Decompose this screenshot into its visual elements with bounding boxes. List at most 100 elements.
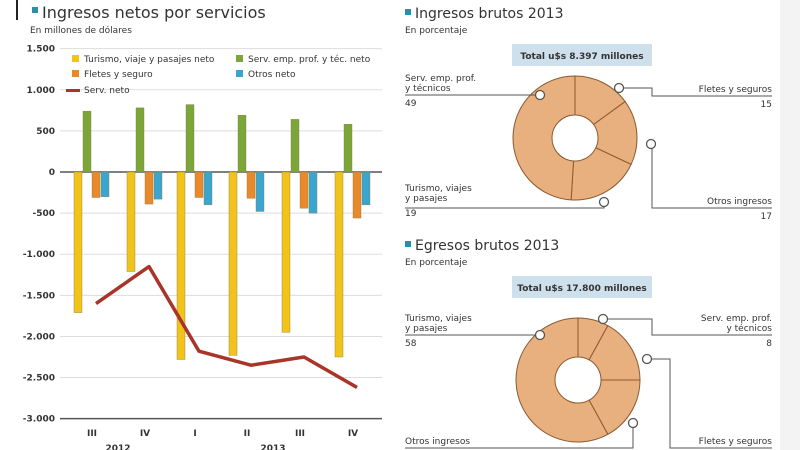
bar-3-4 — [308, 171, 318, 214]
title-bullet-icon — [405, 9, 411, 15]
pie-slice — [515, 317, 609, 443]
total-box — [512, 276, 652, 298]
bar-2-3 — [246, 171, 256, 199]
bar-0-3 — [228, 171, 238, 356]
slice-label: Otros ingresos — [707, 197, 772, 207]
slice-label: y pasajes — [405, 324, 448, 334]
leader-dot — [645, 138, 657, 150]
x-tick-label: IV — [140, 429, 150, 439]
y-tick-label: -1.000 — [23, 250, 55, 260]
slice-label: Fletes y seguros — [699, 85, 773, 95]
y-tick-label: 1.500 — [27, 45, 55, 55]
bar-3-3 — [255, 171, 265, 212]
slice-label: Serv. emp. prof. — [701, 314, 772, 324]
bar-2-0 — [91, 171, 101, 198]
page-edge — [780, 0, 800, 450]
slice-value: 17 — [761, 212, 772, 222]
pie-subtitle: En porcentaje — [405, 258, 468, 268]
bar-1-4 — [290, 119, 300, 173]
leader-dot — [534, 89, 546, 101]
y-tick-label: -500 — [32, 209, 55, 219]
leader-dot — [613, 82, 625, 94]
y-tick-label: 0 — [49, 168, 55, 178]
legend-swatch — [72, 55, 79, 62]
bar-1-2 — [185, 104, 195, 173]
slice-value: 8 — [766, 339, 772, 349]
bar-2-5 — [352, 171, 362, 219]
bar-0-2 — [176, 171, 186, 360]
legend-label: Fletes y seguro — [84, 70, 153, 80]
bar-2-2 — [194, 171, 204, 198]
x-tick-label: IV — [348, 429, 358, 439]
leader-dot — [627, 417, 639, 429]
legend-label: Serv. emp. prof. y téc. neto — [248, 54, 371, 65]
title-bullet-icon — [32, 7, 38, 13]
legend-swatch — [236, 55, 243, 62]
chart-title: Ingresos netos por servicios — [42, 3, 266, 22]
bar-0-0 — [73, 171, 83, 313]
y-tick-label: 1.000 — [27, 86, 55, 96]
slice-label: Turismo, viajes — [404, 184, 472, 194]
bar-0-5 — [334, 171, 344, 358]
bar-1-3 — [237, 115, 247, 173]
slice-label: y técnicos — [405, 83, 451, 94]
bar-0-1 — [126, 171, 136, 272]
slice-value: 19 — [405, 209, 417, 219]
leader-dot — [598, 196, 610, 208]
leader-line — [603, 318, 772, 336]
bar-3-5 — [361, 171, 371, 206]
x-tick-label: III — [295, 429, 305, 439]
line-serv-neto — [94, 264, 358, 389]
slice-label: y técnicos — [726, 323, 772, 334]
bar-2-1 — [144, 171, 154, 205]
total-label: Total u$s 17.800 millones — [517, 284, 646, 294]
chart-subtitle: En millones de dólares — [30, 25, 132, 36]
y-tick-label: -2.000 — [23, 332, 55, 342]
y-tick-label: -1.500 — [23, 291, 55, 301]
bar-1-5 — [343, 124, 353, 173]
y-tick-label: -3.000 — [23, 415, 55, 425]
slice-label: Otros ingresos — [405, 437, 470, 447]
slice-label: Serv. emp. prof. — [405, 74, 476, 84]
legend-label: Turismo, viaje y pasajes neto — [83, 55, 215, 65]
leader-line — [647, 358, 772, 449]
slice-label: Fletes y seguros — [699, 437, 773, 447]
legend-swatch — [236, 70, 243, 77]
x-tick-label: II — [244, 429, 251, 439]
bar-1-0 — [82, 110, 92, 173]
pie-subtitle: En porcentaje — [405, 26, 468, 36]
y-tick-label: -2.500 — [23, 374, 55, 384]
leader-line — [405, 423, 634, 449]
legend-swatch — [72, 70, 79, 77]
y-tick-label: 500 — [36, 127, 55, 137]
leader-dot — [534, 329, 546, 341]
bar-3-1 — [153, 171, 163, 200]
slice-value: 49 — [405, 99, 417, 109]
total-box — [512, 44, 652, 66]
pie-title: Ingresos brutos 2013 — [415, 6, 564, 22]
leader-dot — [597, 313, 609, 325]
leader-line — [619, 87, 772, 97]
legend-swatch — [66, 89, 80, 92]
bar-3-0 — [100, 171, 110, 197]
year-label: 2013 — [260, 444, 285, 450]
pie-title: Egresos brutos 2013 — [415, 238, 559, 254]
leader-dot — [641, 353, 653, 365]
legend-label: Serv. neto — [84, 86, 130, 96]
slice-label: y pasajes — [405, 194, 448, 204]
pie-slice — [570, 147, 632, 201]
year-label: 2012 — [105, 444, 130, 450]
title-bullet-icon — [405, 241, 411, 247]
total-label: Total u$s 8.397 millones — [520, 52, 643, 62]
bar-2-4 — [299, 171, 309, 209]
slice-value: 15 — [761, 100, 772, 110]
legend-label: Otros neto — [248, 70, 296, 80]
slice-label: Turismo, viajes — [404, 314, 472, 324]
x-tick-label: III — [87, 429, 97, 439]
bar-3-2 — [203, 171, 213, 206]
frame-mark — [16, 0, 18, 20]
bar-1-1 — [135, 107, 145, 173]
pie-slice — [512, 75, 576, 201]
